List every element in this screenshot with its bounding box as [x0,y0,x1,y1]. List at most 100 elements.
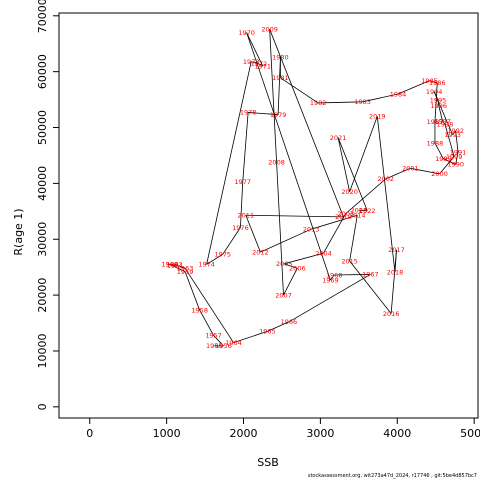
trajectory-segment [240,181,244,228]
trajectory-segment [213,335,224,347]
year-label: 1972 [251,60,268,68]
year-label: 2019 [369,113,386,121]
trajectory-segment [434,142,444,159]
year-label: 1998 [437,120,454,128]
footer-note: stockassessment.org, wit273a47d_2024, r1… [308,473,477,479]
year-label: 2016 [383,310,400,318]
year-label: 2020 [341,188,358,196]
year-label: 2022 [359,207,376,215]
year-label: 1996 [431,102,448,110]
trajectory-segment [434,82,438,122]
y-tick-label: 60000 [36,54,49,89]
y-tick-label: 70000 [36,0,49,33]
year-label: 1989 [435,155,452,163]
year-label: 2011 [238,212,255,220]
year-label: 2009 [261,26,278,34]
trajectory-segment [248,112,279,116]
year-label: 1962 [166,261,183,269]
year-label: 1975 [214,251,231,259]
year-label: 1992 [447,127,464,135]
trajectory-segment [334,274,371,276]
year-label: 1970 [238,29,255,37]
y-tick-label: 40000 [36,166,49,201]
year-label: 2010 [335,213,352,221]
year-label: 1978 [240,109,257,117]
year-label: 1980 [272,53,289,61]
trajectory-segment [337,137,368,211]
trajectory-segment [199,309,214,336]
year-label: 1958 [191,306,208,314]
trajectory-segment [222,227,241,255]
y-tick-label: 30000 [36,222,49,257]
trajectory-segment [349,260,392,314]
year-label: 2006 [289,265,306,273]
trajectory-segment [330,274,335,281]
trajectory-segment [260,228,312,253]
trajectory-segment [394,249,397,273]
year-label: 1969 [322,276,339,284]
year-label: 2001 [402,165,419,173]
trajectory-segment [311,214,358,230]
x-tick-label: 2000 [230,427,258,440]
trajectory-segment [258,63,263,67]
x-axis: 0 1000 2000 3000 4000 5000 [86,418,480,440]
trajectory-segment [245,214,344,218]
x-tick-label: 5000 [460,427,480,440]
trajectory-segment [246,32,331,281]
year-label: 1959 [177,268,194,276]
trajectory-segment [245,215,261,253]
year-label: 2012 [252,248,269,256]
trajectory-segment [169,263,176,266]
year-label: 1985 [421,77,438,85]
year-label: 1971 [254,62,271,70]
y-tick-label: 0 [36,403,49,410]
y-tick-label: 50000 [36,110,49,145]
trajectory-segment [169,264,186,273]
trajectory-segment [452,130,457,136]
x-tick-label: 0 [86,427,93,440]
trajectory-segment [337,137,351,192]
plot-frame [58,12,479,419]
year-label: 1982 [310,99,327,107]
year-label: 1997 [434,118,451,126]
year-label: 1988 [427,139,444,147]
trajectory-segment [376,116,396,273]
year-label: 2017 [388,246,405,254]
trajectory-segment [345,178,387,214]
y-tick-label: 10000 [36,333,49,368]
year-label: 1994 [426,88,443,96]
trajectory-segment [288,274,371,323]
year-label: 1966 [281,318,298,326]
year-label: 1957 [205,332,222,340]
year-label: 2013 [303,225,320,233]
year-label: 1987 [427,118,444,126]
x-axis-label: SSB [257,456,279,469]
year-label: 2000 [431,170,448,178]
x-tick-label: 4000 [383,427,411,440]
year-label: 2015 [341,257,358,265]
trajectory-segment [206,61,252,265]
year-label: 1991 [450,148,467,156]
trajectory-segment [283,268,298,296]
year-label: 1964 [225,339,242,347]
year-label: 2021 [330,134,347,142]
trajectory-segment [280,77,319,104]
year-label: 1984 [390,90,407,98]
year-label: 1986 [429,79,446,87]
year-label: 1955 [206,342,223,350]
year-label: 1999 [446,153,463,161]
year-label: 2002 [377,175,394,183]
trajectory-segment [429,80,438,84]
trajectory-segment [442,121,446,125]
year-label: 1995 [430,96,447,104]
trajectory-segment [242,112,249,182]
year-label: 1990 [447,161,464,169]
year-label: 1976 [232,224,249,232]
year-label: 1968 [326,271,343,279]
y-tick-label: 20000 [36,278,49,313]
year-label: 2004 [315,250,332,258]
trajectory-segment [174,264,186,269]
year-label: 1974 [198,261,215,269]
